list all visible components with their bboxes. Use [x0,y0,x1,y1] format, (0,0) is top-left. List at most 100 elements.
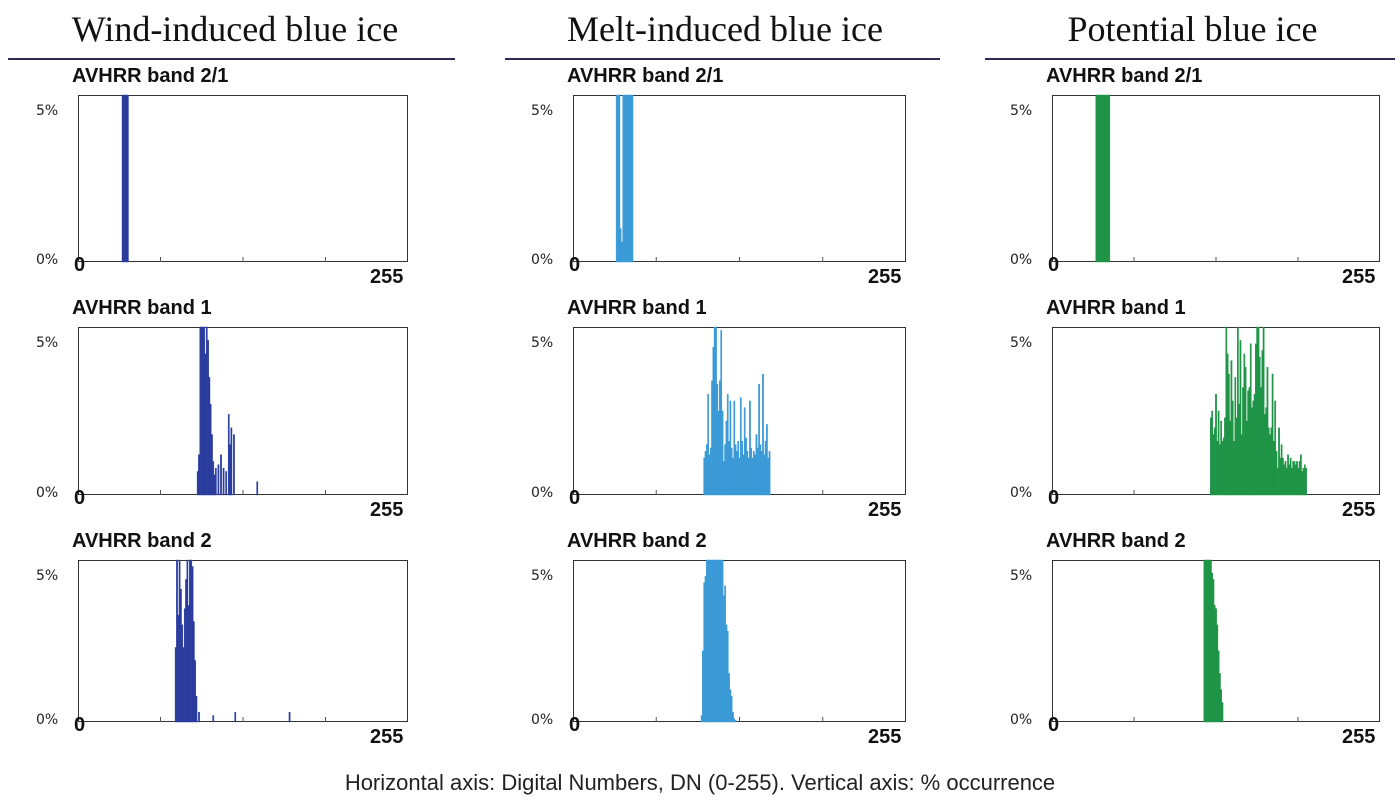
y-tick-label-max: 5% [36,335,59,351]
column-rule [985,58,1395,60]
y-tick-label-max: 5% [531,568,554,584]
histogram-bar [720,559,723,723]
y-tick-label-max: 5% [36,103,59,119]
histogram-bar [739,397,742,496]
histogram-bar [730,447,733,496]
x-tick-label-max: 255 [370,499,404,521]
histogram-bar [626,94,629,263]
y-tick-label-max: 5% [36,568,59,584]
histogram-bar [762,373,764,496]
column-rule [505,58,940,60]
histogram-bar [222,467,225,496]
histogram-bar [733,718,736,723]
histogram-bar [728,441,730,496]
column-title: Wind-induced blue ice [71,9,399,49]
histogram-plot [160,559,326,723]
x-tick-label-min: 0 [1048,254,1060,276]
y-tick-label-max: 5% [531,103,554,119]
histogram-bar [724,585,726,723]
histogram-bar [195,695,198,723]
histogram-bar [194,660,196,723]
histogram-plot [1133,559,1299,723]
y-tick-label-min: 0% [1010,712,1033,728]
y-tick-label-min: 0% [1010,485,1033,501]
y-tick-label-max: 5% [1010,103,1033,119]
histogram-bar [717,559,720,723]
histogram-bar [712,346,715,496]
x-tick-label-min: 0 [74,714,86,736]
panel-title: AVHRR band 2 [567,530,707,552]
histogram-bar [750,447,753,496]
histogram-bar [720,330,723,496]
histogram-bar [768,451,771,496]
x-tick-label-max: 255 [1342,266,1376,288]
y-tick-label-min: 0% [36,712,59,728]
histogram-bar [1271,373,1274,496]
histogram-plot [1095,94,1299,263]
footnote: Horizontal axis: Digital Numbers, DN (0-… [344,770,1056,795]
panel-title: AVHRR band 2/1 [567,65,724,87]
panel-title: AVHRR band 1 [1046,297,1186,319]
x-tick-label-min: 0 [74,254,86,276]
histogram-bar [759,444,762,496]
plot-frame [573,560,906,722]
panel-title: AVHRR band 1 [567,297,707,319]
histogram-bar [234,712,237,723]
panel-title: AVHRR band 1 [72,297,212,319]
panel-title: AVHRR band 2/1 [1046,65,1203,87]
histogram-bar [708,559,711,723]
x-tick-label-max: 255 [1342,726,1376,748]
y-tick-label-min: 0% [531,485,554,501]
x-tick-label-min: 0 [569,714,581,736]
histogram-bar [712,559,715,723]
histogram-bar [619,228,622,263]
histogram-bar [708,454,711,496]
y-tick-label-min: 0% [531,712,554,728]
histogram-bar [198,712,200,723]
histogram-bar [737,441,740,496]
histogram-bar [1108,94,1111,263]
x-tick-label-max: 255 [1342,499,1376,521]
y-tick-label-max: 5% [531,335,554,351]
histogram-bar [1221,702,1224,723]
histogram-bar [615,94,618,263]
histogram-bar [217,464,220,496]
histogram-bar [721,559,724,723]
histogram-bar [715,559,717,723]
histogram-bar [225,471,228,496]
histogram-bar [732,712,734,723]
histogram-bar [749,400,751,496]
y-tick-label-min: 0% [531,252,554,268]
column-title: Potential blue ice [1067,9,1318,49]
histogram-bar [1274,400,1277,496]
histogram-bar [733,400,736,496]
histogram-bar [623,94,626,263]
histogram-plot [1133,326,1307,496]
histogram-bar [622,94,625,263]
histogram-bar [717,410,720,496]
x-tick-label-min: 0 [1048,714,1060,736]
histogram-bar [730,695,733,723]
plot-frame [78,327,408,495]
histogram-bar [746,451,749,496]
histogram-bar [618,94,621,263]
histogram-bar [753,451,755,496]
histogram-bar [743,407,746,496]
histogram-bar [126,94,129,263]
histogram-plot [615,94,824,263]
histogram-bar [726,393,729,496]
histogram-bar [734,720,737,723]
histogram-plot [160,326,326,496]
histogram-bar [230,427,233,496]
plot-frame [78,560,408,722]
x-tick-label-min: 0 [569,487,581,509]
y-tick-label-min: 0% [1010,252,1033,268]
histogram-bar [728,673,730,723]
histogram-bar [734,444,737,496]
histogram-bar [764,441,767,496]
histogram-bar [617,94,619,263]
panel-title: AVHRR band 2/1 [72,65,229,87]
histogram-bar [721,410,724,496]
x-tick-label-min: 0 [74,487,86,509]
